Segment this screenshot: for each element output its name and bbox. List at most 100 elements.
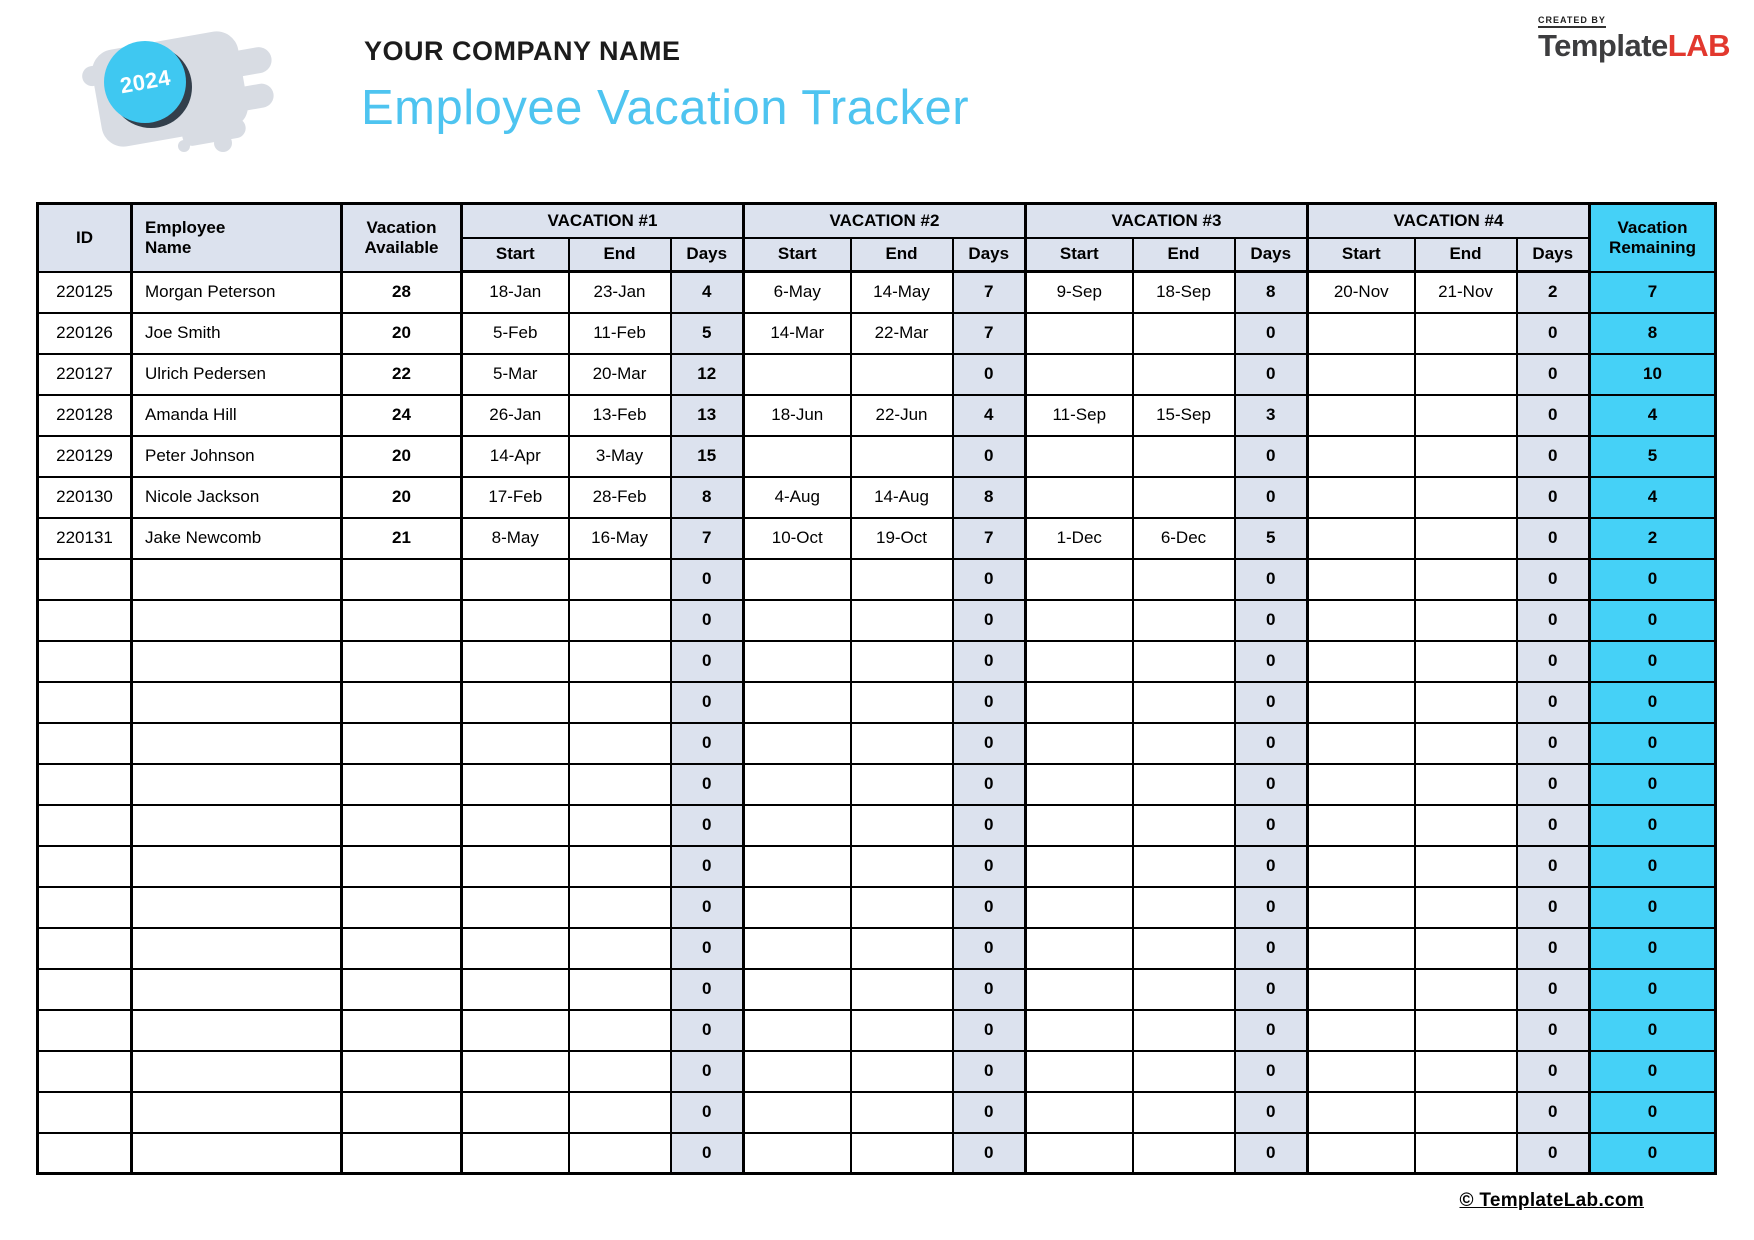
cell-id [36, 680, 133, 724]
cell-v1-end [567, 557, 672, 601]
table-row: 220130 Nicole Jackson 20 17-Feb 28-Feb 8 4-Aug… [36, 475, 1717, 519]
cell-employee-name [130, 844, 343, 888]
cell-v1-start [460, 803, 570, 847]
cell-v2-end [849, 885, 954, 929]
cell-v3-days: 0 [1233, 598, 1309, 642]
cell-v2-start [742, 598, 852, 642]
cell-v4-days: 0 [1515, 557, 1591, 601]
cell-id [36, 803, 133, 847]
cell-vacation-available [340, 967, 463, 1011]
cell-v2-start [742, 885, 852, 929]
cell-v2-days: 7 [951, 270, 1027, 314]
col-header-v2-start: Start [742, 236, 852, 273]
col-header-v1-start: Start [460, 236, 570, 273]
cell-v4-end [1413, 639, 1518, 683]
cell-v2-end [849, 721, 954, 765]
cell-employee-name [130, 1049, 343, 1093]
cell-v2-days: 0 [951, 680, 1027, 724]
cell-v1-start [460, 967, 570, 1011]
cell-id: 220130 [36, 475, 133, 519]
cell-v1-end: 11-Feb [567, 311, 672, 355]
table-row: 220127 Ulrich Pedersen 22 5-Mar 20-Mar 12 0 0 0 1… [36, 352, 1717, 396]
cell-v3-start [1024, 844, 1134, 888]
cell-vacation-remaining: 8 [1588, 311, 1717, 355]
cell-v2-end [849, 1090, 954, 1134]
cell-v2-start [742, 721, 852, 765]
cell-v4-end [1413, 926, 1518, 970]
cell-v4-days: 0 [1515, 885, 1591, 929]
cell-v3-days: 0 [1233, 1090, 1309, 1134]
cell-vacation-remaining: 0 [1588, 967, 1717, 1011]
cell-v4-days: 0 [1515, 352, 1591, 396]
cell-v1-start [460, 1090, 570, 1134]
cell-vacation-available [340, 885, 463, 929]
footer-link[interactable]: © TemplateLab.com [1459, 1190, 1644, 1211]
col-header-v4-days: Days [1515, 236, 1591, 273]
cell-v1-end [567, 803, 672, 847]
cell-v4-start [1306, 311, 1416, 355]
cell-v4-start [1306, 926, 1416, 970]
cell-id [36, 1131, 133, 1175]
cell-v2-days: 0 [951, 1008, 1027, 1052]
cell-v2-end: 14-May [849, 270, 954, 314]
cell-v4-days: 0 [1515, 639, 1591, 683]
cell-v3-start [1024, 885, 1134, 929]
cell-v1-days: 0 [669, 1131, 745, 1175]
cell-v1-days: 15 [669, 434, 745, 478]
cell-id: 220127 [36, 352, 133, 396]
cell-v2-end [849, 639, 954, 683]
group-header-vacation-4: VACATION #4 [1306, 202, 1591, 239]
cell-v2-days: 0 [951, 1049, 1027, 1093]
cell-v1-start [460, 762, 570, 806]
cell-id [36, 885, 133, 929]
cell-v1-start: 8-May [460, 516, 570, 560]
cell-v2-start [742, 844, 852, 888]
cell-v1-start [460, 557, 570, 601]
cell-vacation-available [340, 803, 463, 847]
cell-vacation-remaining: 0 [1588, 557, 1717, 601]
cell-v2-days: 0 [951, 844, 1027, 888]
cell-v1-start [460, 721, 570, 765]
cell-v3-days: 0 [1233, 352, 1309, 396]
cell-v2-end [849, 1008, 954, 1052]
cell-v3-end [1131, 762, 1236, 806]
cell-v2-start: 10-Oct [742, 516, 852, 560]
cell-v2-end [849, 1049, 954, 1093]
cell-v3-end: 15-Sep [1131, 393, 1236, 437]
cell-v3-days: 0 [1233, 434, 1309, 478]
cell-vacation-available [340, 1049, 463, 1093]
cell-v4-end [1413, 475, 1518, 519]
cell-v2-days: 0 [951, 352, 1027, 396]
cell-id: 220128 [36, 393, 133, 437]
cell-vacation-remaining: 0 [1588, 1049, 1717, 1093]
cell-v3-end [1131, 475, 1236, 519]
cell-v4-start [1306, 1008, 1416, 1052]
brand-lab: LAB [1667, 28, 1731, 63]
cell-v3-end [1131, 1090, 1236, 1134]
col-header-v3-days: Days [1233, 236, 1309, 273]
cell-v1-end [567, 1049, 672, 1093]
cell-v1-days: 0 [669, 721, 745, 765]
vacation-table: ID Employee Name Vacation Available VACA… [36, 202, 1717, 1175]
cell-vacation-remaining: 0 [1588, 598, 1717, 642]
cell-v3-end: 18-Sep [1131, 270, 1236, 314]
cell-v1-start: 26-Jan [460, 393, 570, 437]
cell-v4-days: 0 [1515, 1008, 1591, 1052]
cell-v2-end [849, 680, 954, 724]
cell-v1-days: 0 [669, 557, 745, 601]
cell-employee-name: Morgan Peterson [130, 270, 343, 314]
cell-v2-days: 0 [951, 885, 1027, 929]
cell-id [36, 557, 133, 601]
cell-v4-end [1413, 1008, 1518, 1052]
cell-v4-end [1413, 1090, 1518, 1134]
cell-v4-days: 0 [1515, 680, 1591, 724]
cell-vacation-remaining: 4 [1588, 475, 1717, 519]
cell-id [36, 598, 133, 642]
cell-v4-end: 21-Nov [1413, 270, 1518, 314]
cell-v1-end: 3-May [567, 434, 672, 478]
cell-v4-days: 0 [1515, 311, 1591, 355]
cell-v2-end: 22-Mar [849, 311, 954, 355]
cell-v1-days: 8 [669, 475, 745, 519]
